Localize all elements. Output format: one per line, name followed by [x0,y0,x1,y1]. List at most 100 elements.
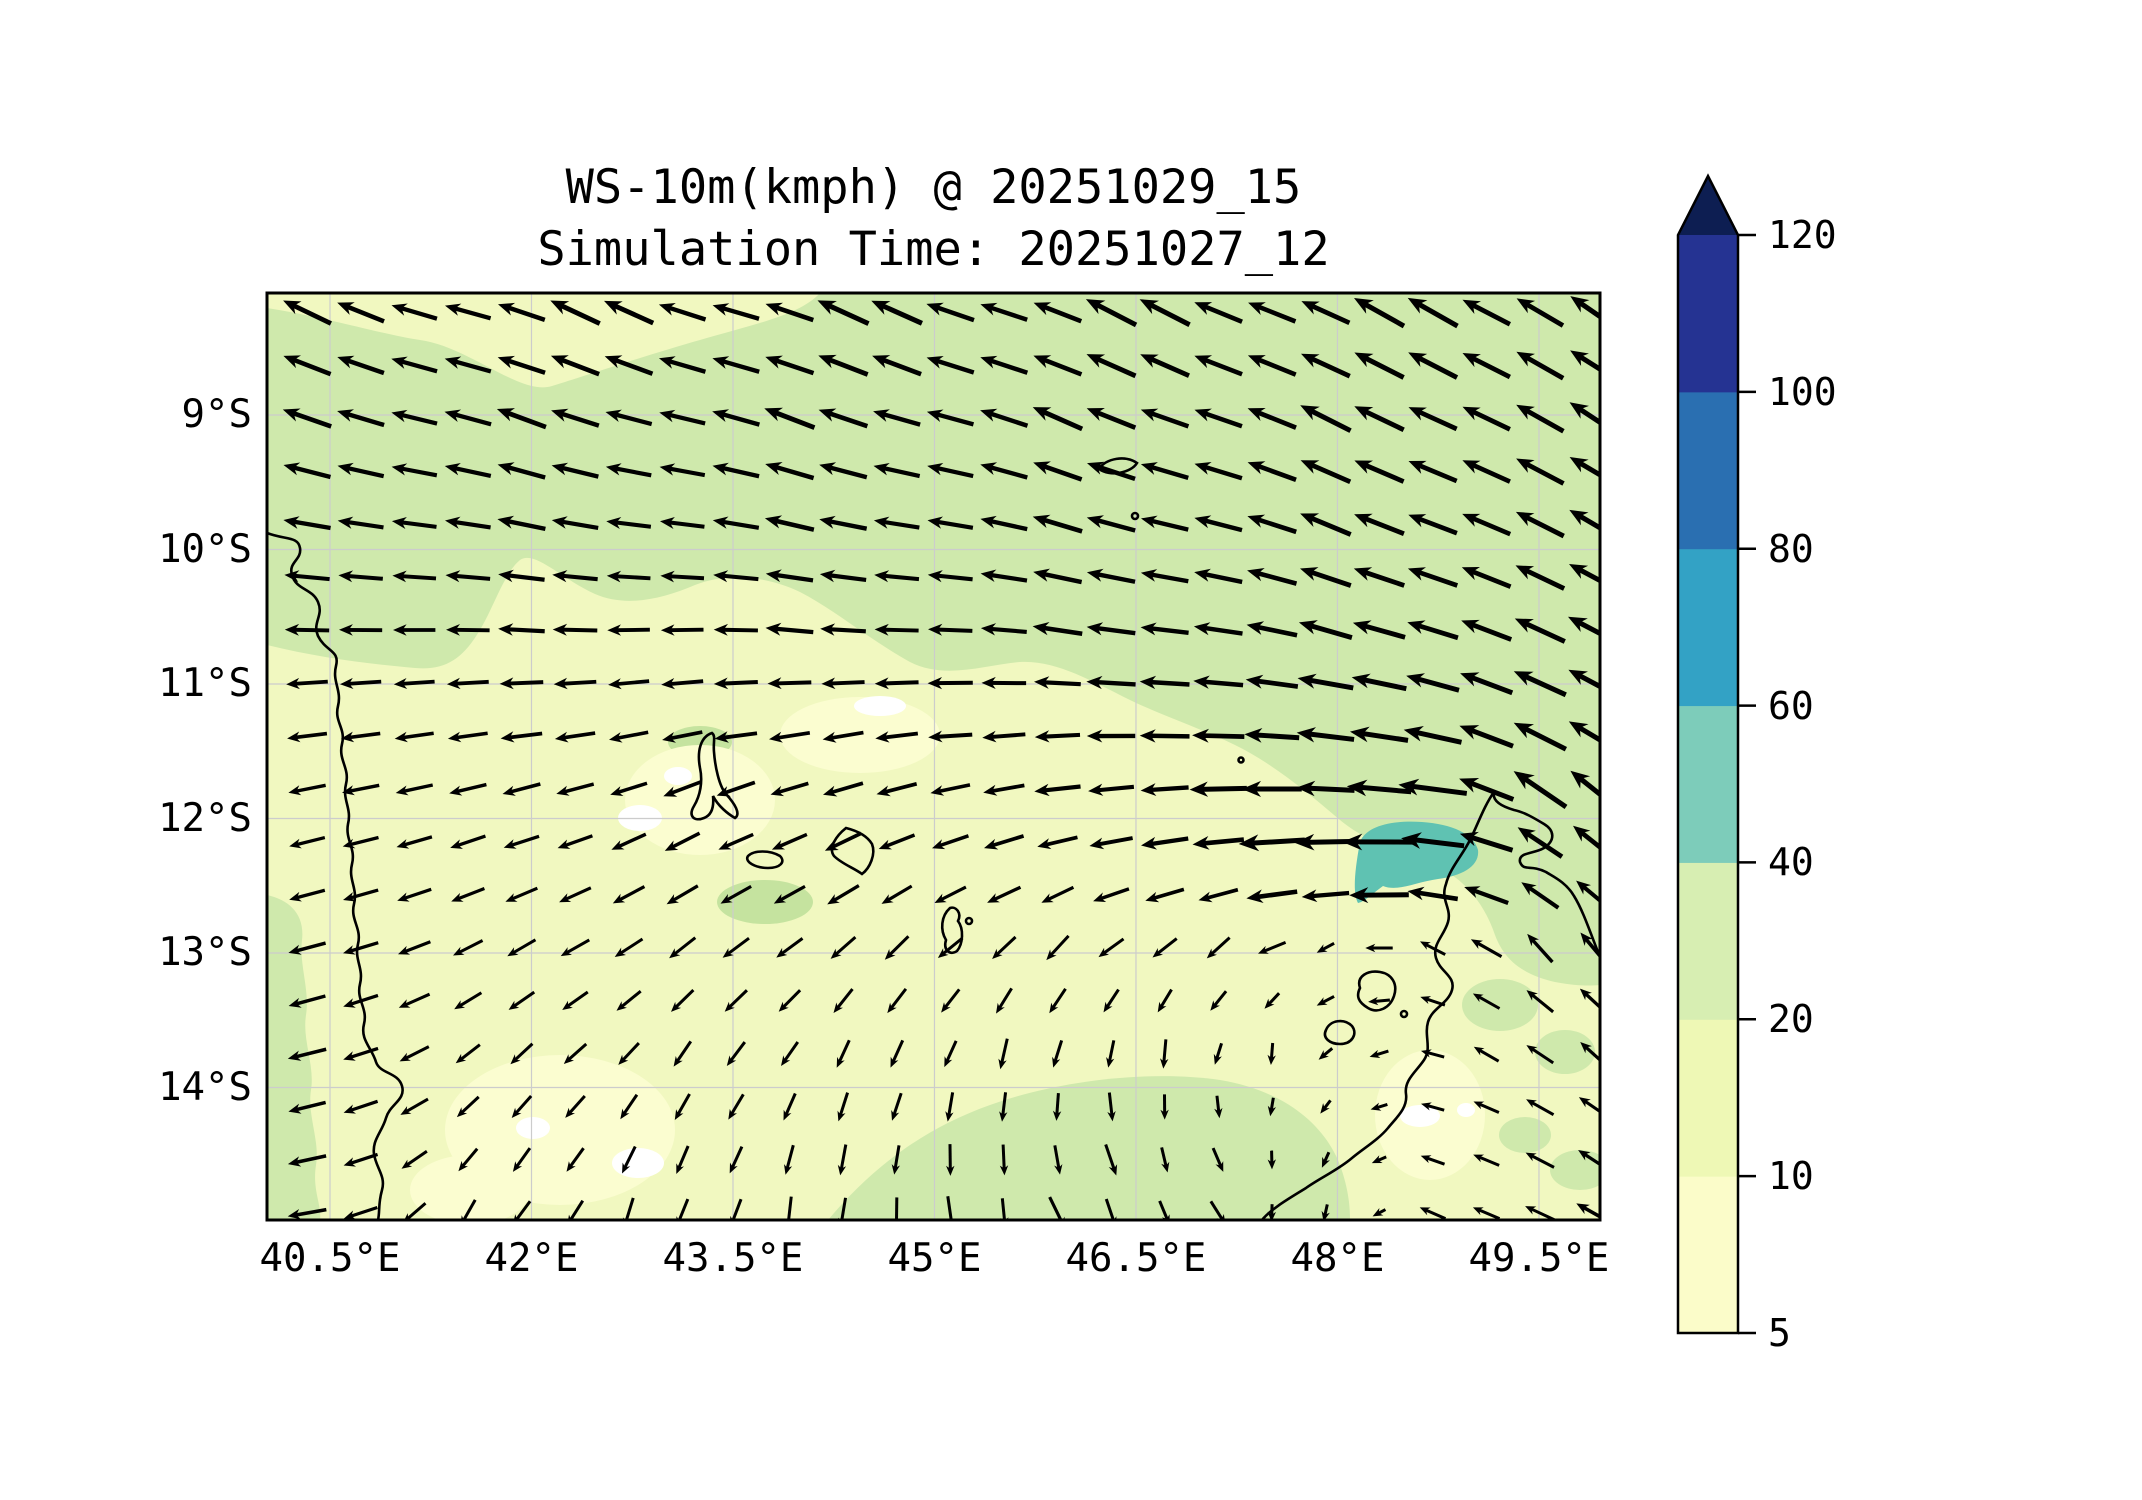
colorbar-segment [1678,235,1738,393]
wind-arrow-head [343,1051,356,1061]
windspeed-band-lt5-patch [1400,1105,1440,1127]
wind-arrow-head [1198,891,1213,903]
wind-arrow-shaft [1529,1153,1555,1169]
wind-arrow-shaft [559,410,600,428]
wind-arrow-head [341,731,355,743]
wind-arrow-head [928,730,943,743]
wind-arrow-shaft [728,1041,746,1063]
wind-arrow-shaft [1523,354,1565,381]
wind-arrow-head [872,355,891,369]
wind-arrow-shaft [1578,829,1600,851]
wind-arrow-shaft [1205,887,1239,901]
wind-arrow-head [550,355,569,369]
wind-arrow-shaft [294,941,327,953]
wind-arrow-shaft [614,520,652,529]
wind-arrow-head [605,463,622,476]
wind-arrow-shaft [1362,354,1405,380]
wind-arrow-head [1570,296,1590,313]
wind-arrow-head [980,569,997,582]
wind-arrow-shaft [293,679,328,686]
windspeed-band-10-20-south [267,557,1600,1220]
wind-arrow-shaft [1201,733,1245,740]
wind-arrow-head [1569,564,1589,579]
wind-arrow-head [658,303,676,316]
wind-arrow-head [283,462,301,476]
wind-arrow-head [1578,1097,1591,1108]
wind-arrow-head [397,892,410,902]
wind-arrow-head [1408,407,1427,421]
wind-arrow-head [659,463,676,476]
wind-arrow-head [822,731,837,743]
wind-arrow-shaft [1310,890,1350,899]
wind-arrow-shaft [827,518,868,531]
wind-arrow-shaft [291,465,332,480]
wind-arrow-shaft [1375,1103,1388,1110]
wind-arrow-shaft [776,730,811,740]
wind-arrow-head [764,407,783,422]
wind-arrow-head [343,945,356,955]
islet-near-mayotte [964,916,974,926]
wind-arrow-head [818,408,837,422]
wind-arrow-shaft [1102,937,1125,955]
wind-arrow-head [552,623,568,636]
colorbar-tick-label: 100 [1768,369,1837,414]
wind-arrow-shaft [1255,356,1297,377]
wind-arrow-shaft [721,679,758,686]
wind-arrow-shaft [990,834,1025,848]
wind-arrow-head [391,409,408,423]
wind-arrow-head [1049,1002,1059,1014]
wind-arrow-head [1352,620,1372,635]
wind-arrow-shaft [452,519,491,530]
wind-arrow-head [926,302,944,316]
wind-arrow-head [284,623,300,636]
wind-arrow-shaft [1000,1198,1007,1220]
wind-arrow-shaft [668,730,703,741]
wind-arrow-shaft [504,409,547,430]
wind-arrow-head [289,891,302,902]
wind-arrow-shaft [453,573,491,581]
wind-arrow-head [560,947,572,957]
wind-arrow-head [837,1164,847,1176]
wind-arrow-shaft [1105,988,1120,1009]
wind-arrow-head [338,570,354,583]
wind-arrow-head [833,1002,843,1013]
wind-arrow-head [871,300,891,315]
wind-arrow-shaft [1053,1039,1064,1063]
wind-arrow-head [1141,836,1157,850]
wind-arrow-shaft [1374,1049,1389,1057]
wind-arrow-shaft [677,1145,690,1170]
wind-arrow-shaft [1321,1047,1334,1058]
wind-arrow-shaft [398,358,438,374]
wind-arrow-head [817,300,837,315]
wind-arrow-head [1516,458,1535,473]
wind-arrow-shaft [1583,1099,1600,1114]
wind-arrow-head [445,516,461,529]
wind-arrow-head [620,1108,630,1120]
wind-arrow-head [1372,1208,1384,1217]
wind-arrow-head [1140,622,1157,636]
wind-arrow-head [673,1056,683,1067]
wind-arrow-head [284,570,300,583]
wind-arrow-head [446,677,461,690]
wind-arrow-head [401,1159,413,1169]
wind-arrow-shaft [1104,1198,1115,1220]
wind-arrow-shaft [1202,571,1243,585]
wind-arrow-head [1194,408,1212,422]
wind-arrow-head [887,1002,897,1014]
wind-arrow-shaft [1107,1092,1114,1117]
colorbar-segment [1678,548,1738,707]
islet-south-of-nosy-be [1323,1019,1356,1046]
wind-arrow-shaft [721,731,758,740]
wind-arrow-head [1215,1161,1224,1172]
wind-arrow-head [671,1001,682,1012]
wind-arrow-shaft [1093,301,1138,328]
wind-arrow-head [1354,406,1374,421]
wind-arrow-shaft [567,1095,586,1115]
wind-arrow-shaft [1042,732,1081,739]
wind-arrow-shaft [344,357,385,376]
wind-arrow-head [890,1056,899,1068]
wind-arrow-shaft [839,1144,848,1171]
wind-arrow-head [1526,990,1538,1001]
wind-arrow-head [1460,672,1480,687]
wind-arrow-head [930,785,945,796]
